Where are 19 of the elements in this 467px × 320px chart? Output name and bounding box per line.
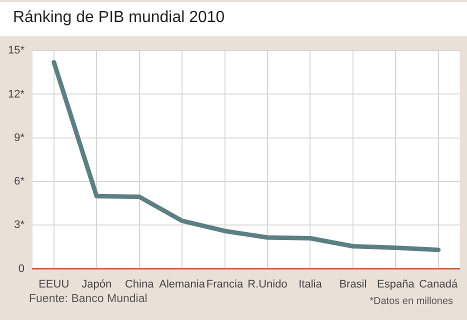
- x-tick-label: China: [124, 278, 155, 290]
- x-tick-label: Canadá: [419, 278, 459, 290]
- chart-title: Ránking de PIB mundial 2010: [13, 9, 225, 27]
- x-tick-label: Alemania: [159, 278, 206, 290]
- y-tick-label: 15*: [8, 44, 26, 57]
- x-tick-label: Italia: [298, 278, 323, 290]
- source-note: Fuente: Banco Mundial: [29, 293, 148, 305]
- x-tick-label: Francia: [206, 278, 244, 290]
- y-tick-label: 0: [18, 262, 25, 275]
- text: *Datos en millones: [370, 296, 453, 307]
- y-tick-label: 9*: [14, 132, 26, 144]
- x-tick-label: España: [377, 278, 416, 290]
- y-tick-label: 3*: [14, 219, 26, 232]
- x-tick-label: Brasil: [339, 278, 367, 290]
- x-tick-label: EEUU: [38, 278, 70, 290]
- x-tick-label: R.Unido: [248, 278, 288, 290]
- y-tick-label: 6*: [14, 176, 26, 188]
- x-tick-label: Japón: [82, 278, 112, 290]
- y-tick-label: 12*: [8, 88, 26, 100]
